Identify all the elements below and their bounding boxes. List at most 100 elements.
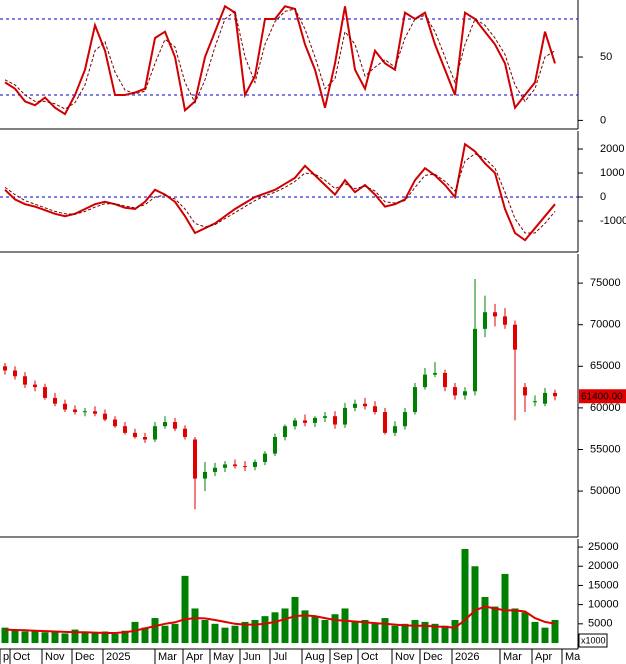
y-tick-label: -1000: [600, 215, 626, 227]
volume-bar: [221, 627, 229, 644]
candle-body: [403, 412, 407, 427]
y-tick-label: 1000: [600, 167, 624, 179]
candle-body: [33, 384, 37, 388]
line-0: [4, 4, 556, 116]
candle-body: [423, 374, 427, 388]
volume-bar: [111, 633, 119, 644]
candle-body: [433, 372, 437, 375]
x-tick-label: Mar: [158, 651, 177, 663]
candle-body: [73, 409, 77, 413]
volume-bar: [201, 619, 209, 644]
candle-body: [523, 387, 527, 396]
x-tick-label: May: [213, 651, 234, 663]
volume-bar: [191, 608, 199, 644]
candle-body: [3, 366, 7, 371]
volume-bar: [1, 627, 9, 644]
volume-bar: [91, 633, 99, 644]
x-tick-label: Sep: [333, 651, 353, 663]
candle-body: [63, 403, 67, 410]
candle-body: [143, 437, 147, 440]
y-tick-label: 75000: [590, 277, 621, 289]
volume-bar: [291, 596, 299, 644]
candle-body: [273, 437, 277, 454]
volume-bar: [311, 616, 319, 644]
candle-body: [373, 406, 377, 413]
candle-body: [243, 466, 247, 468]
candle-body: [473, 328, 477, 392]
candle-body: [293, 420, 297, 427]
volume-bar: [351, 621, 359, 644]
volume-bar: [61, 633, 69, 644]
x-tick-label: Mar: [503, 651, 522, 663]
volume-bar: [211, 623, 219, 644]
line-0: [4, 142, 556, 242]
candle-body: [113, 419, 117, 427]
candle-body: [233, 464, 237, 467]
volume-bar: [361, 619, 369, 644]
volume-bar: [521, 612, 529, 644]
y-tick-label: 65000: [590, 360, 621, 372]
candle-body: [463, 391, 467, 396]
x-tick-label: Nov: [45, 651, 65, 663]
volume-bar: [491, 606, 499, 644]
volume-bar: [391, 625, 399, 644]
candle-body: [83, 411, 87, 413]
candle-body: [323, 416, 327, 418]
candle-body: [203, 471, 207, 479]
y-tick-label: 0: [600, 114, 606, 126]
candle-body: [153, 426, 157, 440]
candle-body: [183, 428, 187, 438]
volume-bar: [301, 610, 309, 644]
candle-body: [393, 426, 397, 433]
volume-bar: [431, 623, 439, 644]
volume-bar: [161, 625, 169, 644]
line-1: [4, 8, 556, 110]
x-tick-label: Oct: [361, 651, 378, 663]
x-tick-label: Jul: [273, 651, 287, 663]
last-price-label: 61400.00: [581, 391, 623, 402]
x-tick-label: Oct: [13, 651, 30, 663]
volume-bar: [541, 627, 549, 644]
candle-body: [253, 461, 257, 467]
volume-bar: [181, 575, 189, 644]
candle-body: [103, 413, 107, 420]
volume-bar: [471, 566, 479, 644]
volume-bar: [141, 627, 149, 644]
y-tick-label: 0: [600, 191, 606, 203]
volume-bar: [11, 629, 19, 644]
x-tick-label: Apr: [535, 651, 552, 663]
candle-body: [193, 439, 197, 479]
y-tick-label: 25000: [588, 541, 619, 553]
candle-body: [313, 417, 317, 423]
volume-bar: [451, 619, 459, 644]
volume-ma: [4, 605, 556, 634]
candle-body: [283, 426, 287, 438]
y-tick-label: 15000: [588, 579, 619, 591]
candle-body: [353, 403, 357, 408]
y-tick-label: 5000: [588, 618, 612, 630]
candle-body: [263, 453, 267, 462]
volume-bar: [401, 623, 409, 644]
x-tick-label: Ma: [565, 651, 581, 663]
candle-body: [453, 387, 457, 396]
volume-bar: [71, 629, 79, 644]
volume-bar: [131, 621, 139, 644]
volume-bar: [51, 631, 59, 644]
x-tick-label: Aug: [305, 651, 325, 663]
x-tick-label: Jun: [243, 651, 261, 663]
x-tick-label: Dec: [75, 651, 95, 663]
volume-bar: [371, 623, 379, 644]
x-tick-label: 2025: [106, 651, 130, 663]
candle-body: [553, 392, 557, 397]
candle-body: [543, 392, 547, 404]
candle-body: [413, 387, 417, 413]
y-tick-label: 50000: [590, 485, 621, 497]
unit-box: [578, 633, 608, 648]
volume-bar: [151, 618, 159, 644]
candle-body: [363, 403, 367, 407]
candle-body: [513, 324, 517, 350]
volume-bar: [551, 619, 559, 644]
volume-bar: [251, 619, 259, 644]
volume-bar: [241, 621, 249, 644]
